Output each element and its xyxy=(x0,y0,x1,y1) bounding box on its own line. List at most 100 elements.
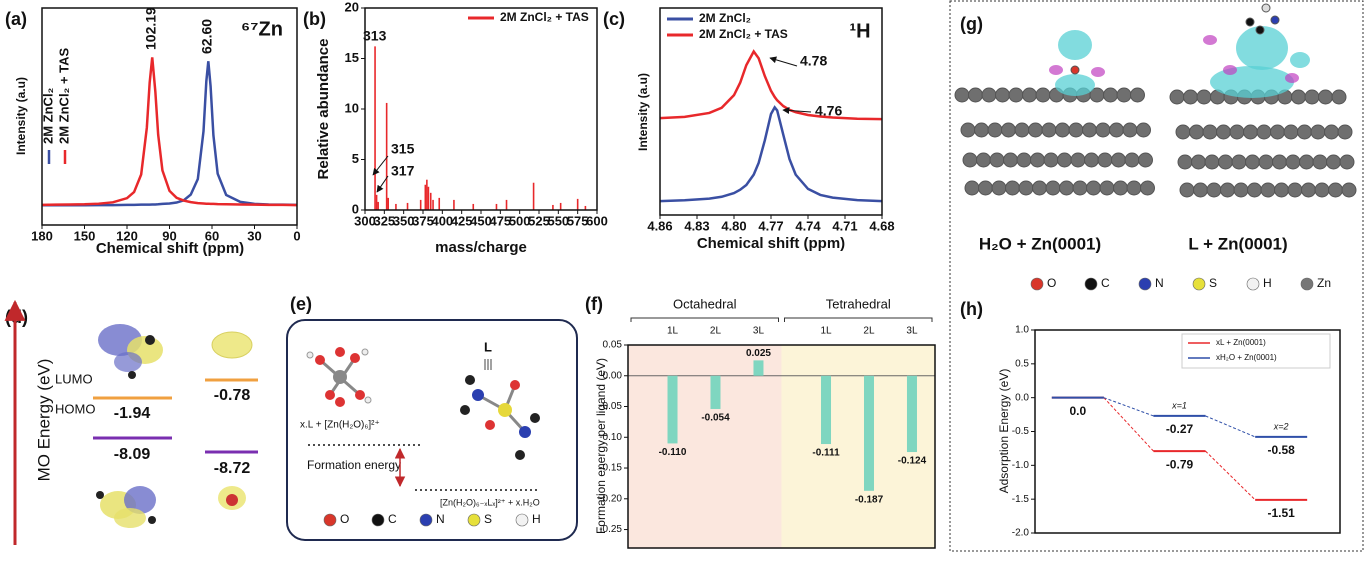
zn-atom xyxy=(1008,87,1024,103)
annotation: 102.19 xyxy=(143,7,159,50)
zn-atom xyxy=(1191,154,1206,170)
level-label: LUMO xyxy=(55,371,93,386)
chart-title: ⁶⁷Zn xyxy=(241,18,283,40)
x-tick-label: 3L xyxy=(753,326,765,337)
connector xyxy=(1205,450,1256,501)
zn-atom xyxy=(1169,89,1185,105)
x-tick-label: 375 xyxy=(412,213,434,228)
zn-atom xyxy=(1326,154,1341,170)
value-label: -0.124 xyxy=(898,456,927,467)
panel-label: (e) xyxy=(290,294,312,314)
zn-atom xyxy=(1233,182,1249,198)
zn-atom xyxy=(1179,182,1195,198)
zn-atom xyxy=(1001,122,1016,138)
legend-label: xH₂O + Zn(0001) xyxy=(1216,353,1277,362)
zn-atom xyxy=(995,87,1010,103)
zn-atom xyxy=(1126,180,1142,196)
atom-icon xyxy=(1030,277,1044,291)
zn-atom xyxy=(1043,152,1059,168)
y-axis-label: Adsorption Energy (eV) xyxy=(997,369,1011,494)
x-tick-label: 525 xyxy=(528,213,550,228)
y-tick-label: 10 xyxy=(345,100,359,115)
zn-atom xyxy=(1109,122,1124,138)
ligand-label: L xyxy=(484,339,492,354)
connector xyxy=(1103,397,1154,452)
annotation: 313 xyxy=(363,28,387,44)
y-tick-label: -0.15 xyxy=(599,463,622,474)
orbital-homo xyxy=(96,486,156,528)
zn-atom xyxy=(1206,182,1222,198)
zn-atom xyxy=(1122,122,1138,138)
legend-label: 2M ZnCl₂ + TAS xyxy=(500,10,589,24)
zn-atom xyxy=(1339,154,1355,170)
y-tick-label: 0.0 xyxy=(1015,392,1029,403)
value-label: -1.51 xyxy=(1267,506,1295,520)
x-axis-label: Chemical shift (ppm) xyxy=(96,240,244,257)
charge-depletion xyxy=(1091,67,1105,77)
y-axis-label: Relative abundance xyxy=(315,39,332,180)
level-label: HOMO xyxy=(55,401,95,416)
zn-atom xyxy=(1113,180,1128,196)
ligand-molecule xyxy=(460,375,540,460)
annotation: 4.78 xyxy=(800,53,827,69)
value-label: -0.111 xyxy=(812,448,840,459)
zn-atom xyxy=(1328,182,1343,198)
x-tick-label: 90 xyxy=(162,228,176,243)
x-axis-label: Chemical shift (ppm) xyxy=(697,235,845,252)
charge-depletion xyxy=(1285,73,1299,83)
zn-atom xyxy=(1310,124,1326,140)
atom-label: C xyxy=(388,512,397,526)
zn-atom xyxy=(960,122,976,138)
zn-atom xyxy=(968,87,983,103)
atom-label: C xyxy=(1101,276,1110,290)
y-tick-label: 0 xyxy=(352,201,359,216)
x-tick-label: 4.86 xyxy=(647,218,672,233)
group-background xyxy=(628,345,782,548)
y-tick-label: -0.20 xyxy=(599,493,622,504)
bar xyxy=(667,375,678,444)
zn-atom xyxy=(1231,154,1247,170)
zn-atom xyxy=(1035,87,1051,103)
zn-atom xyxy=(1202,124,1218,140)
zn-atom xyxy=(1111,152,1126,168)
charge-density xyxy=(1236,26,1288,70)
value-label: 0.025 xyxy=(746,348,771,359)
zn-atom xyxy=(1022,87,1037,103)
y-tick-label: -0.05 xyxy=(599,401,622,412)
x-tick-label: 350 xyxy=(393,213,415,228)
orbital-lumo xyxy=(98,324,163,379)
zn-atom xyxy=(1116,87,1132,103)
x-tick-label: 300 xyxy=(354,213,376,228)
chart-title: ¹H xyxy=(849,20,870,42)
legend-label: 2M ZnCl₂ xyxy=(699,11,751,25)
adsorbate-atom xyxy=(1270,15,1280,25)
atom-icon xyxy=(515,513,529,527)
zn-atom xyxy=(1337,124,1353,140)
zn-atom xyxy=(962,152,978,168)
y-tick-label: 0.00 xyxy=(603,370,623,381)
frame xyxy=(286,319,578,541)
x-tick-label: 400 xyxy=(431,213,453,228)
y-tick-label: 20 xyxy=(345,0,359,14)
x-tick-label: 60 xyxy=(205,228,219,243)
x-tick-label: 150 xyxy=(74,228,96,243)
atom-label: S xyxy=(484,512,492,526)
zn-atom xyxy=(1291,89,1306,105)
atom-label: H xyxy=(532,512,541,526)
panel-label: (c) xyxy=(603,9,625,29)
charge-density xyxy=(1055,74,1095,96)
zn-atom xyxy=(978,180,993,196)
annotation: 4.76 xyxy=(815,103,842,119)
zn-atom xyxy=(1324,124,1339,140)
value-label: -0.110 xyxy=(659,447,687,458)
x-tick-label: 325 xyxy=(373,213,395,228)
x-tick-label: 2L xyxy=(710,326,722,337)
value-label: 0.0 xyxy=(1069,404,1086,418)
zn-atom xyxy=(1216,124,1231,140)
zn-atom xyxy=(1018,180,1034,196)
y-tick-label: -0.25 xyxy=(599,524,622,535)
zn-atom xyxy=(1189,124,1204,140)
zn-atom xyxy=(1258,154,1274,170)
energy-value: -1.94 xyxy=(114,405,151,422)
spectrum-line xyxy=(42,61,298,207)
